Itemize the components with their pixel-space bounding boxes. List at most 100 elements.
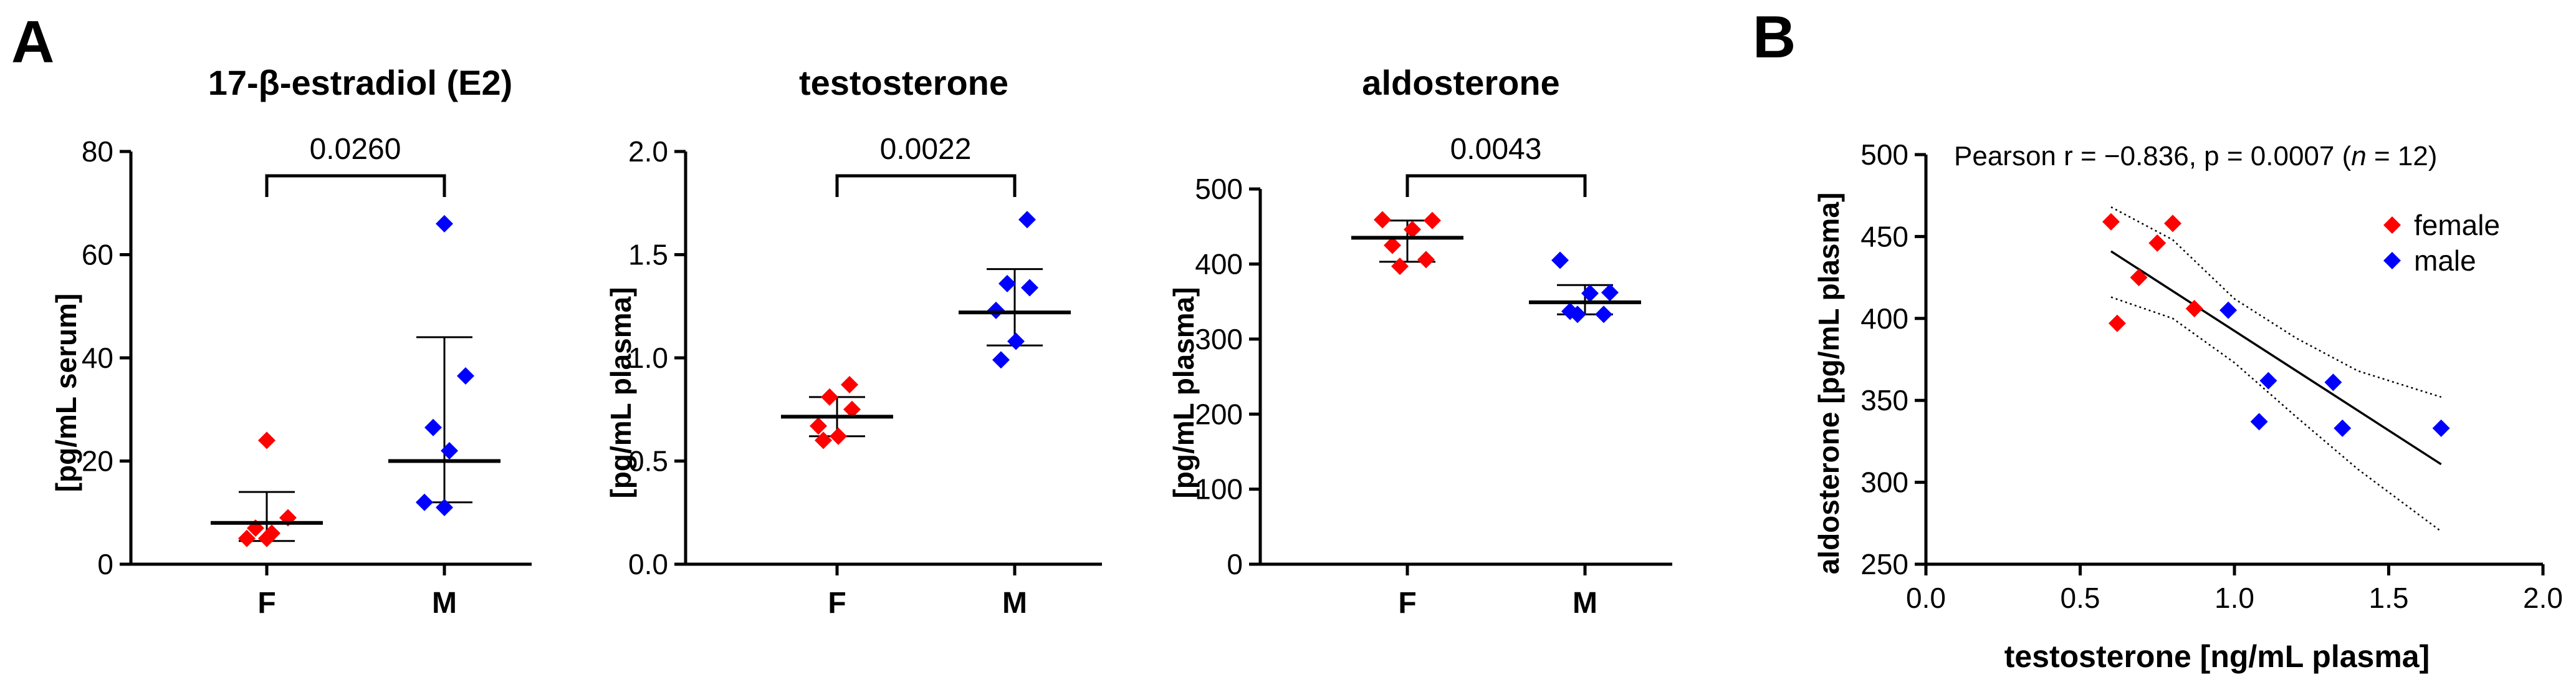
data-point <box>1007 332 1025 350</box>
y-tick-label: 1.0 <box>628 342 668 374</box>
legend-male-marker <box>2383 252 2401 269</box>
correlation-annotation: Pearson r = −0.836, p = 0.0007 (n = 12) <box>1954 141 2437 171</box>
male-point <box>2250 413 2268 431</box>
data-point <box>1581 284 1599 302</box>
regression-line <box>2110 250 2442 466</box>
y-tick-label: 80 <box>82 135 113 168</box>
y-tick-label: 400 <box>1860 302 1908 335</box>
data-point <box>987 301 1005 319</box>
female-point <box>2108 314 2126 332</box>
y-tick-label: 0.0 <box>628 548 668 580</box>
y-tick-label: 500 <box>1860 138 1908 171</box>
y-tick-label: 1.5 <box>628 239 668 271</box>
data-point <box>1595 305 1612 324</box>
y-tick-label: 250 <box>1860 548 1908 580</box>
testosterone-y-label: [pg/mL plasma] <box>605 287 637 498</box>
female-point <box>2148 234 2167 252</box>
x-category-label: M <box>432 587 457 620</box>
data-point <box>1404 221 1421 239</box>
correlation-y-label: aldosterone [pg/mL plasma] <box>1812 193 1845 575</box>
correlation-plot: aldosterone [pg/mL plasma] testosterone … <box>1812 138 2563 674</box>
y-tick-label: 450 <box>1860 220 1908 252</box>
data-point <box>843 400 861 418</box>
aldosterone-plot: aldosterone [pg/mL plasma] 0 100 200 300 400… <box>1167 63 1672 620</box>
data-point <box>1601 284 1619 302</box>
panel-label-a: A <box>11 9 54 75</box>
aldosterone-data-marks <box>1351 174 1641 324</box>
data-point <box>1374 211 1391 229</box>
ci-lower-line <box>2110 296 2442 532</box>
data-point <box>436 498 453 516</box>
aldosterone-title: aldosterone <box>1362 63 1559 102</box>
x-tick-label: 2.0 <box>2523 582 2563 614</box>
data-point <box>992 351 1010 369</box>
female-point <box>2164 214 2181 233</box>
data-point <box>841 376 858 394</box>
y-tick-label: 2.0 <box>628 135 668 168</box>
data-point <box>416 493 433 511</box>
data-point <box>821 388 838 406</box>
y-tick-label: 300 <box>1860 466 1908 499</box>
y-tick-label: 0 <box>1227 548 1243 580</box>
correlation-legend: female male <box>2383 209 2500 277</box>
y-tick-label: 300 <box>1195 323 1243 355</box>
data-point <box>1424 211 1441 229</box>
estradiol-title: 17-β-estradiol (E2) <box>208 63 513 102</box>
male-point <box>2324 373 2342 392</box>
significance-bracket <box>265 174 446 197</box>
data-point <box>830 427 847 445</box>
data-point <box>1569 305 1586 324</box>
aldosterone-y-axis-ticks: 0 100 200 300 400 500 <box>1195 173 1260 580</box>
data-point <box>998 274 1016 292</box>
y-tick-label: 400 <box>1195 248 1243 281</box>
female-point <box>2130 269 2148 287</box>
correlation-y-axis-ticks: 250 300 350 400 450 500 <box>1860 138 1926 580</box>
testosterone-title: testosterone <box>799 63 1008 102</box>
data-point <box>258 529 275 547</box>
y-tick-label: 0.5 <box>628 445 668 478</box>
data-point <box>1021 279 1038 297</box>
data-point <box>258 431 275 449</box>
legend-female-marker <box>2383 216 2401 234</box>
y-tick-label: 500 <box>1195 173 1243 205</box>
x-tick-label: 1.0 <box>2214 582 2254 614</box>
x-category-label: M <box>1002 587 1027 620</box>
aldosterone-y-label: [pg/mL plasma] <box>1167 287 1200 498</box>
male-point <box>2219 301 2238 319</box>
male-point <box>2334 419 2352 437</box>
data-point <box>424 418 442 436</box>
data-point <box>441 441 458 459</box>
data-point <box>1018 211 1036 229</box>
correlation-x-label: testosterone [ng/mL plasma] <box>2004 639 2430 674</box>
aldosterone-p-value: 0.0043 <box>1450 133 1542 166</box>
data-point <box>238 529 256 547</box>
estradiol-plot: 17-β-estradiol (E2) [pg/mL serum] 0 20 40 6… <box>50 63 532 620</box>
testosterone-data-marks <box>781 174 1071 449</box>
testosterone-y-axis-ticks: 0.0 0.5 1.0 1.5 2.0 <box>628 135 686 580</box>
x-category-label: F <box>1398 587 1416 620</box>
male-point <box>2432 419 2450 437</box>
data-point <box>1551 251 1569 269</box>
estradiol-y-axis-ticks: 0 20 40 60 80 <box>82 135 131 580</box>
estradiol-data-marks <box>211 174 500 547</box>
data-point <box>815 431 832 449</box>
x-category-label: M <box>1573 587 1597 620</box>
legend-female-label: female <box>2414 209 2500 241</box>
data-point <box>1384 236 1401 254</box>
correlation-data-marks <box>2102 213 2450 466</box>
y-tick-label: 200 <box>1195 398 1243 430</box>
data-point <box>1561 302 1579 320</box>
y-tick-label: 0 <box>97 548 113 580</box>
male-point <box>2259 372 2277 390</box>
correlation-x-axis-ticks: 0.0 0.5 1.0 1.5 2.0 <box>1906 564 2563 614</box>
y-tick-label: 40 <box>82 342 113 374</box>
female-point <box>2102 213 2120 231</box>
y-tick-label: 350 <box>1860 384 1908 416</box>
y-tick-label: 20 <box>82 445 113 478</box>
significance-bracket <box>1405 174 1587 197</box>
estradiol-p-value: 0.0260 <box>310 133 401 166</box>
